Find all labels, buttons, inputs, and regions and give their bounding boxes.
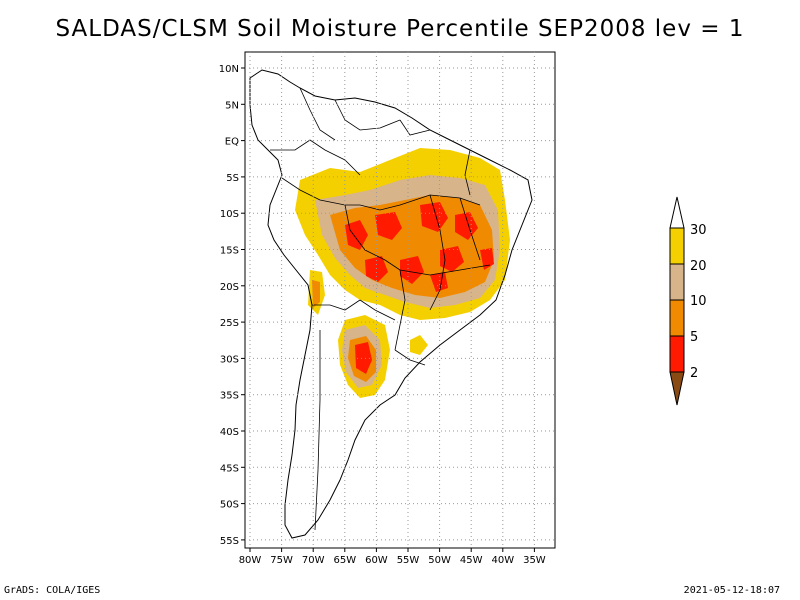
lat-label: 40S <box>220 427 239 438</box>
lat-label: 5S <box>226 173 239 184</box>
footer-timestamp: 2021-05-12-18:07 <box>683 585 780 596</box>
continent-outline <box>249 69 533 539</box>
grid-layer <box>241 52 555 552</box>
legend-box-2-5 <box>669 335 685 373</box>
lat-label: 25S <box>220 318 239 329</box>
legend-arrow-top <box>669 196 685 229</box>
lon-label: 65W <box>333 555 356 566</box>
lat-label: 30S <box>220 354 239 365</box>
legend-label-30: 30 <box>690 223 707 238</box>
legend-box-10-20 <box>669 263 685 301</box>
lat-label: 5N <box>225 100 239 111</box>
lat-label: 45S <box>220 463 239 474</box>
legend-label-20: 20 <box>690 259 707 274</box>
lon-label: 70W <box>302 555 325 566</box>
legend-box-20-30 <box>669 227 685 265</box>
lon-label: 50W <box>428 555 451 566</box>
lat-label: 55S <box>220 536 239 547</box>
country-borders <box>270 87 491 531</box>
legend-arrow-bottom <box>669 371 685 406</box>
lon-label: 40W <box>491 555 514 566</box>
lat-label: 50S <box>220 500 239 511</box>
map-title: SALDAS/CLSM Soil Moisture Percentile SEP… <box>55 16 745 42</box>
lon-label: 35W <box>523 555 546 566</box>
lat-label: 10S <box>220 209 239 220</box>
map-layer <box>249 69 533 539</box>
lat-label: 15S <box>220 246 239 257</box>
lon-label: 55W <box>397 555 420 566</box>
legend-label-5: 5 <box>690 330 698 345</box>
lat-label: EQ <box>225 137 239 148</box>
lat-label: 20S <box>220 282 239 293</box>
lat-label: 35S <box>220 391 239 402</box>
shading-red <box>345 202 494 374</box>
lat-labels: 10N 5N EQ 5S 10S 15S 20S 25S 30S 35S 40S 45S 50S 55S <box>219 64 239 547</box>
lon-label: 60W <box>365 555 388 566</box>
legend-label-2: 2 <box>690 366 698 381</box>
lon-label: 45W <box>460 555 483 566</box>
plot-frame <box>244 51 556 549</box>
legend-box-5-10 <box>669 299 685 337</box>
lon-labels: 80W 75W 70W 65W 60W 55W 50W 45W 40W 35W <box>239 555 546 566</box>
legend: 30 20 10 5 2 <box>669 196 707 406</box>
footer-grads-credit: GrADS: COLA/IGES <box>4 585 101 596</box>
legend-label-10: 10 <box>690 294 707 309</box>
lon-label: 80W <box>239 555 262 566</box>
lon-label: 75W <box>270 555 293 566</box>
lat-label: 10N <box>219 64 239 75</box>
